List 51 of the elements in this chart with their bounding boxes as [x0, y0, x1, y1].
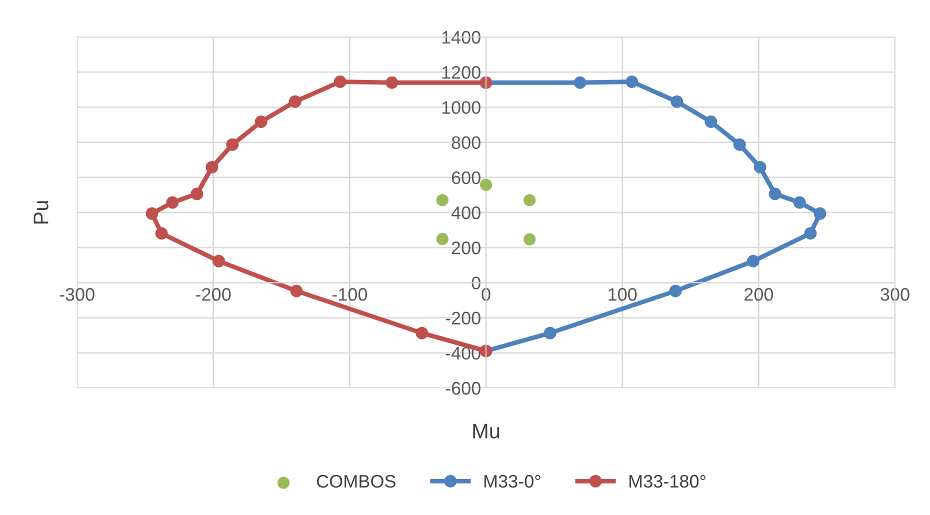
x-tick-label: -300 — [60, 288, 94, 301]
point — [793, 196, 806, 209]
y-tick-label: 200 — [452, 242, 480, 254]
point — [212, 254, 226, 268]
point — [574, 76, 586, 89]
legend-label: COMBOS — [316, 474, 396, 488]
y-tick-label: 1000 — [442, 101, 480, 114]
y-tick-label: 1200 — [442, 66, 480, 79]
x-tick-label: 100 — [608, 288, 637, 301]
point — [288, 95, 302, 108]
y-tick-label: 600 — [452, 171, 480, 184]
point — [768, 188, 782, 200]
x-tick-label: -200 — [196, 288, 231, 301]
point — [524, 233, 536, 246]
point — [166, 196, 179, 209]
x-tick-label: -100 — [332, 288, 368, 301]
legend-label: M33-180° — [630, 474, 706, 488]
y-tick-label: 0 — [472, 276, 480, 290]
legend-label: M33-0° — [484, 474, 540, 488]
point — [814, 207, 826, 220]
point — [804, 227, 817, 240]
point — [524, 194, 536, 206]
y-tick-label: 400 — [451, 206, 480, 220]
point — [704, 116, 718, 128]
y-tick-label: 800 — [452, 136, 480, 150]
x-tick-label: 200 — [744, 288, 774, 301]
point — [436, 232, 448, 246]
y-axis-title: Pu — [34, 201, 48, 224]
point — [290, 284, 303, 298]
point — [254, 116, 268, 128]
point — [206, 160, 218, 174]
point — [416, 326, 428, 340]
x-axis-title: Mu — [473, 424, 500, 438]
point — [733, 138, 746, 151]
point — [670, 95, 684, 108]
point — [746, 254, 760, 268]
y-tick-label: -200 — [446, 312, 480, 325]
point — [669, 284, 682, 298]
point — [480, 178, 492, 191]
point — [544, 326, 556, 340]
point — [155, 227, 168, 240]
point — [190, 188, 204, 200]
point — [146, 207, 158, 220]
point — [226, 138, 239, 151]
x-tick-label: 300 — [880, 288, 910, 301]
point — [436, 194, 448, 206]
point — [626, 76, 638, 88]
point — [386, 76, 398, 89]
y-tick-label: -600 — [446, 382, 480, 395]
point — [754, 160, 766, 174]
point — [334, 76, 346, 88]
